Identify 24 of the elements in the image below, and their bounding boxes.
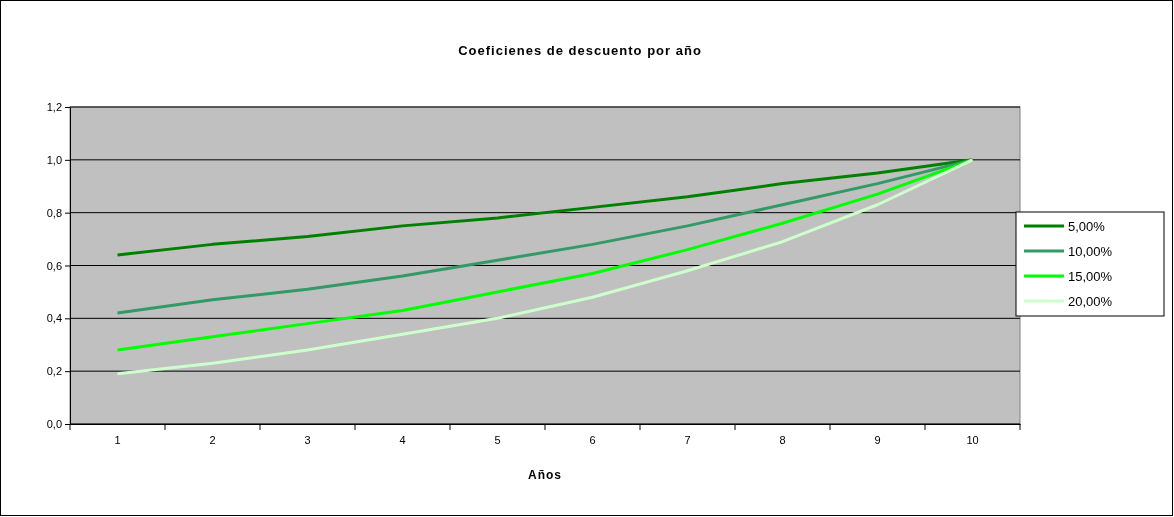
x-tick-label: 4	[399, 433, 406, 446]
legend-label: 20,00%	[1068, 294, 1113, 309]
legend-label: 10,00%	[1068, 244, 1113, 259]
y-tick-label: 0,8	[46, 206, 62, 219]
legend-label: 5,00%	[1068, 219, 1106, 234]
x-axis-title: Años	[528, 468, 562, 482]
x-tick-label: 1	[114, 433, 121, 446]
x-tick-label: 10	[966, 433, 979, 446]
y-tick-label: 1,0	[46, 153, 62, 166]
x-tick-label: 2	[209, 433, 216, 446]
x-tick-label: 5	[494, 433, 501, 446]
x-tick-label: 6	[589, 433, 596, 446]
y-tick-label: 0,4	[46, 312, 62, 325]
x-tick-label: 9	[874, 433, 881, 446]
x-tick-label: 3	[304, 433, 311, 446]
x-tick-label: 7	[684, 433, 691, 446]
chart-title: Coeficienes de descuento por año	[458, 43, 702, 58]
y-tick-label: 0,0	[46, 418, 62, 431]
y-tick-label: 0,6	[46, 259, 62, 272]
y-tick-label: 1,2	[46, 101, 62, 114]
legend-label: 15,00%	[1068, 269, 1113, 284]
y-tick-label: 0,2	[46, 365, 62, 378]
line-series	[116, 158, 974, 257]
x-tick-label: 8	[779, 433, 786, 446]
